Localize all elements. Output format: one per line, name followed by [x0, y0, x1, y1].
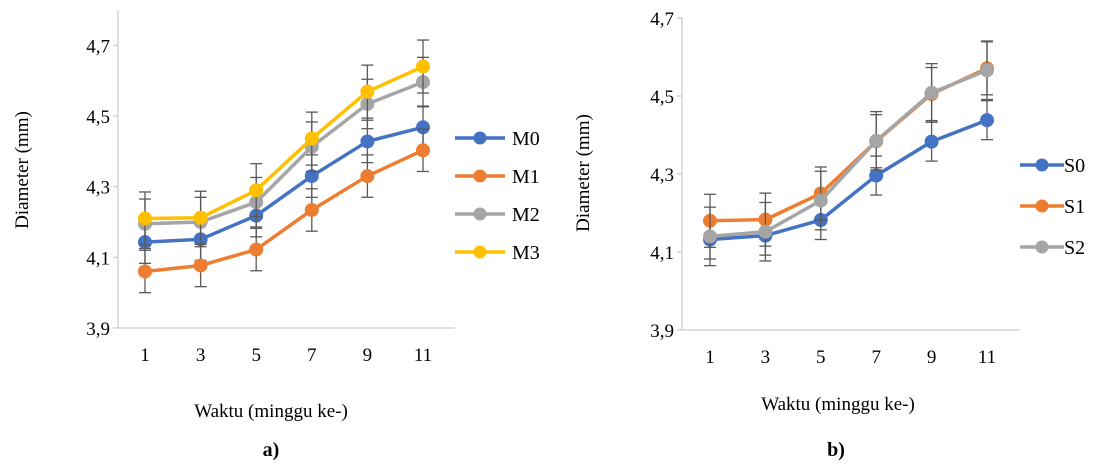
data-point — [869, 133, 884, 148]
x-tick-label: 1 — [705, 347, 715, 368]
data-point — [304, 202, 319, 217]
series-m3 — [138, 39, 430, 246]
legend-marker — [473, 131, 487, 145]
series-m2 — [138, 56, 430, 250]
legend-marker — [1035, 240, 1049, 254]
y-tick-label: 4,3 — [650, 165, 674, 186]
x-tick-label: 9 — [927, 347, 937, 368]
x-tick-label: 11 — [978, 347, 996, 368]
chart-panel-a: 3,9 4,1 4,3 4,5 4,7 1 3 5 7 9 11 Waktu (minggu ke-)… — [12, 10, 540, 461]
series-line — [709, 68, 988, 239]
data-point — [869, 168, 884, 183]
data-point — [193, 210, 208, 225]
data-point — [360, 84, 375, 99]
data-point — [138, 264, 152, 279]
x-tick-label: 5 — [816, 347, 826, 368]
x-tick-label: 5 — [251, 345, 261, 366]
data-point — [249, 242, 264, 257]
legend-marker — [473, 245, 487, 259]
panel-label: b) — [827, 439, 845, 461]
y-tick-label: 4,5 — [650, 87, 674, 108]
legend-label: M3 — [512, 242, 540, 264]
data-point — [703, 229, 717, 244]
y-tick-label: 4,7 — [86, 36, 110, 57]
x-tick-label: 7 — [307, 345, 317, 366]
data-point — [304, 131, 319, 146]
legend-marker — [1035, 158, 1049, 172]
y-tick-label: 3,9 — [650, 321, 674, 342]
y-tick-label: 3,9 — [86, 319, 110, 340]
y-axis-title: Diameter (mm) — [12, 111, 33, 229]
series-s2 — [703, 40, 994, 267]
y-tick-label: 4,7 — [650, 9, 674, 30]
series-line — [144, 148, 424, 274]
legend-label: M1 — [512, 166, 540, 188]
panel-label: a) — [263, 439, 280, 461]
legend-label: S2 — [1064, 237, 1085, 259]
x-tick-label: 3 — [196, 345, 206, 366]
data-point — [416, 59, 430, 74]
data-point — [360, 169, 375, 184]
series-line — [144, 125, 424, 244]
data-point — [924, 134, 939, 149]
x-tick-label: 7 — [871, 347, 881, 368]
data-point — [924, 85, 939, 100]
x-axis-title: Waktu (minggu ke-) — [194, 401, 348, 422]
series-line — [144, 80, 424, 226]
y-tick-label: 4,3 — [86, 178, 110, 199]
series-m1 — [138, 128, 430, 294]
legend-marker — [473, 169, 487, 183]
chart-panel-b: 3,9 4,1 4,3 4,5 4,7 1 3 5 7 9 11 Waktu (minggu ke-)… — [573, 9, 1085, 461]
x-axis-title: Waktu (minggu ke-) — [761, 394, 915, 415]
series-s1 — [703, 41, 994, 248]
data-point — [416, 143, 430, 158]
data-point — [980, 63, 994, 78]
data-point — [813, 193, 828, 208]
y-axis-title: Diameter (mm) — [573, 114, 594, 232]
data-point — [193, 258, 208, 273]
y-tick-label: 4,1 — [86, 248, 110, 269]
y-tick-label: 4,1 — [650, 243, 674, 264]
series-s0 — [703, 100, 994, 260]
series-m0 — [138, 105, 430, 264]
legend-label: S0 — [1064, 155, 1085, 177]
x-tick-label: 9 — [363, 345, 373, 366]
legend-label: M0 — [512, 128, 540, 150]
x-tick-label: 1 — [140, 345, 150, 366]
x-tick-label: 11 — [414, 345, 432, 366]
legend-marker — [1035, 199, 1049, 213]
data-point — [980, 113, 994, 128]
legend-label: S1 — [1064, 196, 1085, 218]
data-point — [360, 134, 375, 149]
series-line — [709, 118, 988, 242]
data-point — [249, 183, 264, 198]
legend-marker — [473, 207, 487, 221]
x-tick-label: 3 — [761, 347, 771, 368]
legend-label: M2 — [512, 204, 540, 226]
data-point — [138, 211, 152, 226]
y-tick-label: 4,5 — [86, 107, 110, 128]
data-point — [758, 224, 773, 239]
series-line — [144, 64, 424, 221]
